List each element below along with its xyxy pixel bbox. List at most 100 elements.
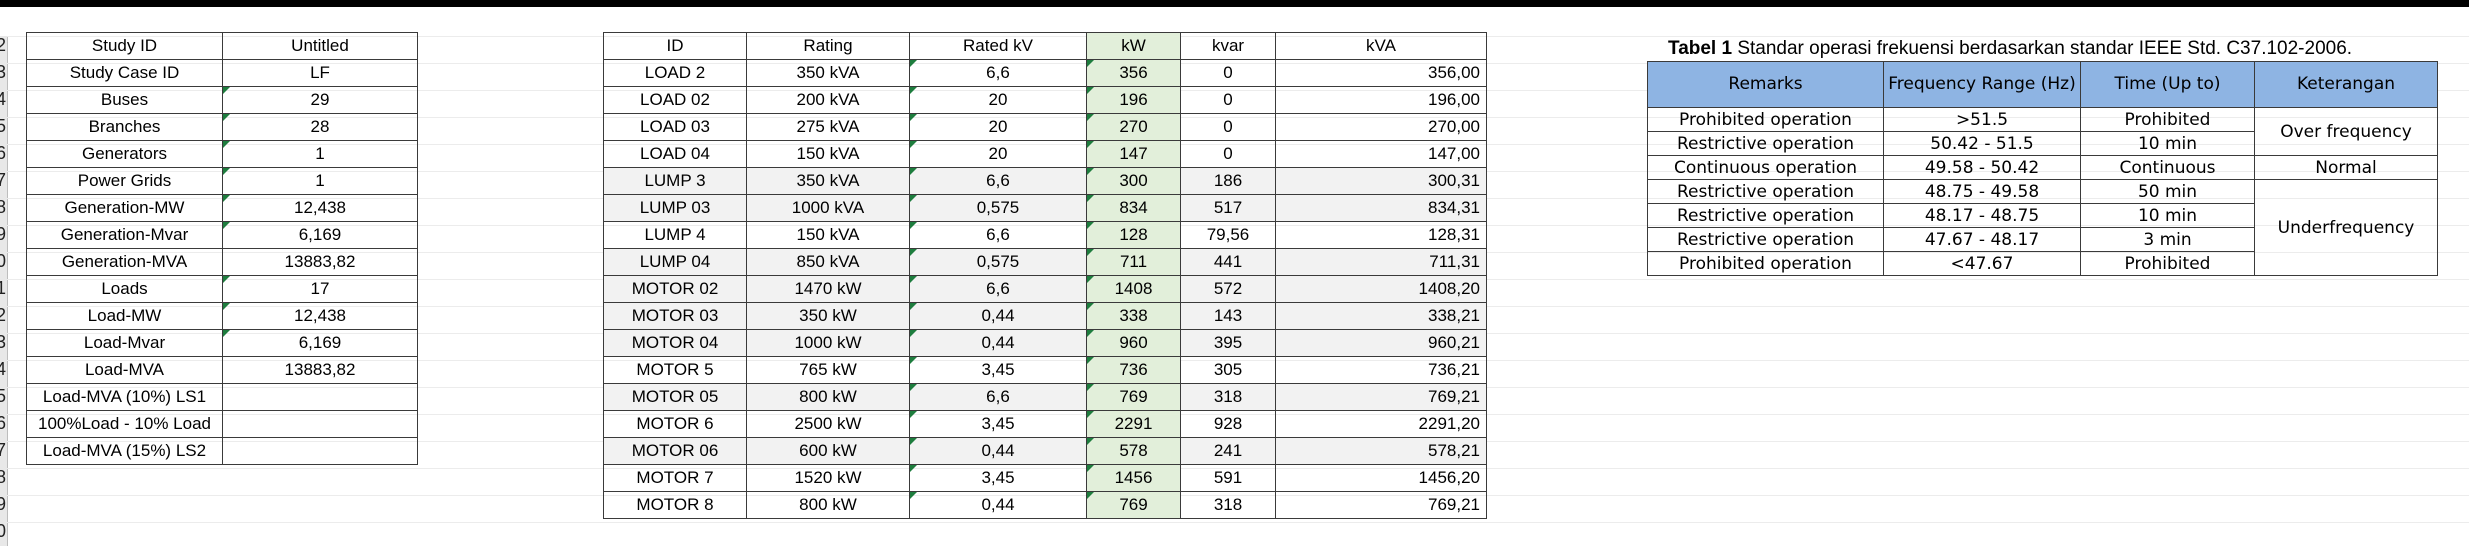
row-number[interactable]: 5 — [0, 383, 7, 410]
load-kvar-cell[interactable]: 0 — [1180, 59, 1276, 87]
study-label-cell[interactable]: Study Case ID — [26, 59, 223, 87]
study-label-cell[interactable]: Load-MW — [26, 302, 223, 330]
row-number[interactable]: 6 — [0, 410, 7, 437]
header-id[interactable]: ID — [603, 32, 747, 60]
header-frequency-range[interactable]: Frequency Range (Hz) — [1883, 61, 2081, 108]
load-id-cell[interactable]: MOTOR 5 — [603, 356, 747, 384]
load-kw-cell[interactable]: 769 — [1086, 491, 1181, 519]
load-kvar-cell[interactable]: 928 — [1180, 410, 1276, 438]
load-rating-cell[interactable]: 150 kVA — [746, 140, 910, 168]
row-number[interactable]: 8 — [0, 194, 7, 221]
frequency-range-cell[interactable]: >51.5 — [1883, 107, 2081, 132]
load-rating-cell[interactable]: 350 kVA — [746, 167, 910, 195]
load-rating-cell[interactable]: 1470 kW — [746, 275, 910, 303]
study-label-cell[interactable]: Generation-MW — [26, 194, 223, 222]
study-label-cell[interactable]: Load-MVA (10%) LS1 — [26, 383, 223, 411]
header-kw[interactable]: kW — [1086, 32, 1181, 60]
header-time[interactable]: Time (Up to) — [2080, 61, 2255, 108]
study-value-cell[interactable]: 1 — [222, 167, 418, 195]
load-kvar-cell[interactable]: 318 — [1180, 491, 1276, 519]
load-kva-cell[interactable]: 736,21 — [1275, 356, 1487, 384]
study-label-cell[interactable]: Generation-Mvar — [26, 221, 223, 249]
load-rating-cell[interactable]: 1520 kW — [746, 464, 910, 492]
load-kvar-cell[interactable]: 591 — [1180, 464, 1276, 492]
load-kva-cell[interactable]: 2291,20 — [1275, 410, 1487, 438]
row-number[interactable]: 5 — [0, 113, 7, 140]
frequency-range-cell[interactable]: <47.67 — [1883, 251, 2081, 276]
study-value-cell[interactable] — [222, 410, 418, 438]
load-kw-cell[interactable]: 147 — [1086, 140, 1181, 168]
frequency-range-cell[interactable]: 48.17 - 48.75 — [1883, 203, 2081, 228]
load-rating-cell[interactable]: 150 kVA — [746, 221, 910, 249]
load-id-cell[interactable]: MOTOR 03 — [603, 302, 747, 330]
load-kw-cell[interactable]: 128 — [1086, 221, 1181, 249]
keterangan-cell[interactable]: Normal — [2254, 155, 2438, 180]
load-kva-cell[interactable]: 769,21 — [1275, 383, 1487, 411]
load-kvar-cell[interactable]: 305 — [1180, 356, 1276, 384]
header-keterangan[interactable]: Keterangan — [2254, 61, 2438, 108]
load-id-cell[interactable]: MOTOR 7 — [603, 464, 747, 492]
study-value-cell[interactable]: Untitled — [222, 32, 418, 60]
load-rated-kv-cell[interactable]: 3,45 — [909, 464, 1087, 492]
load-kw-cell[interactable]: 300 — [1086, 167, 1181, 195]
load-id-cell[interactable]: LOAD 02 — [603, 86, 747, 114]
load-rated-kv-cell[interactable]: 0,44 — [909, 329, 1087, 357]
row-number[interactable]: 2 — [0, 36, 7, 59]
study-value-cell[interactable]: 6,169 — [222, 221, 418, 249]
load-id-cell[interactable]: MOTOR 6 — [603, 410, 747, 438]
frequency-range-cell[interactable]: 48.75 - 49.58 — [1883, 179, 2081, 204]
load-rated-kv-cell[interactable]: 20 — [909, 140, 1087, 168]
row-number[interactable]: 3 — [0, 329, 7, 356]
header-kvar[interactable]: kvar — [1180, 32, 1276, 60]
row-number[interactable]: 9 — [0, 491, 7, 518]
study-label-cell[interactable]: Generators — [26, 140, 223, 168]
load-kvar-cell[interactable]: 0 — [1180, 86, 1276, 114]
load-rating-cell[interactable]: 350 kW — [746, 302, 910, 330]
load-rating-cell[interactable]: 850 kVA — [746, 248, 910, 276]
time-cell[interactable]: 10 min — [2080, 131, 2255, 156]
load-kvar-cell[interactable]: 441 — [1180, 248, 1276, 276]
load-id-cell[interactable]: LOAD 03 — [603, 113, 747, 141]
study-value-cell[interactable]: 17 — [222, 275, 418, 303]
load-rated-kv-cell[interactable]: 20 — [909, 86, 1087, 114]
load-kva-cell[interactable]: 1408,20 — [1275, 275, 1487, 303]
load-rating-cell[interactable]: 350 kVA — [746, 59, 910, 87]
remarks-cell[interactable]: Restrictive operation — [1647, 131, 1884, 156]
load-rating-cell[interactable]: 800 kW — [746, 383, 910, 411]
remarks-cell[interactable]: Restrictive operation — [1647, 227, 1884, 252]
frequency-range-cell[interactable]: 49.58 - 50.42 — [1883, 155, 2081, 180]
load-rated-kv-cell[interactable]: 0,575 — [909, 194, 1087, 222]
remarks-cell[interactable]: Restrictive operation — [1647, 203, 1884, 228]
load-id-cell[interactable]: MOTOR 04 — [603, 329, 747, 357]
load-kw-cell[interactable]: 736 — [1086, 356, 1181, 384]
load-rated-kv-cell[interactable]: 6,6 — [909, 167, 1087, 195]
header-rating[interactable]: Rating — [746, 32, 910, 60]
load-rated-kv-cell[interactable]: 0,44 — [909, 437, 1087, 465]
load-rating-cell[interactable]: 1000 kW — [746, 329, 910, 357]
load-id-cell[interactable]: LUMP 04 — [603, 248, 747, 276]
load-kvar-cell[interactable]: 241 — [1180, 437, 1276, 465]
load-id-cell[interactable]: LOAD 04 — [603, 140, 747, 168]
row-number[interactable]: 8 — [0, 464, 7, 491]
time-cell[interactable]: Continuous — [2080, 155, 2255, 180]
row-number[interactable]: 2 — [0, 302, 7, 329]
load-kw-cell[interactable]: 270 — [1086, 113, 1181, 141]
load-kva-cell[interactable]: 147,00 — [1275, 140, 1487, 168]
load-id-cell[interactable]: MOTOR 06 — [603, 437, 747, 465]
load-kw-cell[interactable]: 834 — [1086, 194, 1181, 222]
load-kvar-cell[interactable]: 0 — [1180, 140, 1276, 168]
load-kw-cell[interactable]: 578 — [1086, 437, 1181, 465]
time-cell[interactable]: 50 min — [2080, 179, 2255, 204]
study-value-cell[interactable]: 1 — [222, 140, 418, 168]
study-value-cell[interactable]: 29 — [222, 86, 418, 114]
load-kw-cell[interactable]: 338 — [1086, 302, 1181, 330]
load-id-cell[interactable]: MOTOR 02 — [603, 275, 747, 303]
load-kvar-cell[interactable]: 0 — [1180, 113, 1276, 141]
load-rated-kv-cell[interactable]: 6,6 — [909, 221, 1087, 249]
load-id-cell[interactable]: LOAD 2 — [603, 59, 747, 87]
load-rating-cell[interactable]: 800 kW — [746, 491, 910, 519]
study-value-cell[interactable]: 13883,82 — [222, 248, 418, 276]
load-kva-cell[interactable]: 834,31 — [1275, 194, 1487, 222]
load-rated-kv-cell[interactable]: 3,45 — [909, 410, 1087, 438]
study-label-cell[interactable]: Buses — [26, 86, 223, 114]
